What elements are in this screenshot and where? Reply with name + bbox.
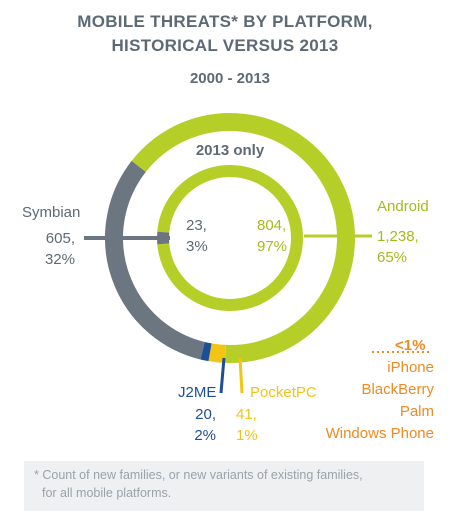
- inner-android-value-label: 804,: [257, 217, 287, 234]
- android-name-label: Android: [377, 198, 429, 215]
- symbian-name-label: Symbian: [22, 204, 81, 221]
- outer-ring-label: 2000 - 2013: [189, 70, 271, 87]
- outer-ring: [105, 113, 355, 363]
- j2me-name-label: J2ME: [178, 384, 217, 401]
- j2me-value-label: 20,: [195, 406, 216, 423]
- outer-ring-segment-j2me: [200, 341, 212, 362]
- leader-lines: [84, 234, 430, 394]
- symbian-pct-label: 32%: [44, 251, 75, 268]
- chart-title-line-2: HISTORICAL VERSUS 2013: [111, 36, 339, 55]
- pocketpc-leader-line: [238, 357, 244, 394]
- pocketpc-name-label: PocketPC: [250, 384, 317, 401]
- symbian-value-label: 605,: [45, 230, 75, 247]
- outer-ring-segment-android: [131, 113, 355, 363]
- inner-android-pct-label: 97%: [257, 238, 288, 255]
- outer-ring-segment-pocketpc: [208, 343, 227, 363]
- footnote-background: [24, 461, 424, 511]
- footnote-line-2: for all mobile platforms.: [42, 486, 172, 500]
- j2me-pct-label: 2%: [194, 427, 216, 444]
- chart-title-line-1: MOBILE THREATS* BY PLATFORM,: [77, 12, 373, 31]
- pocketpc-pct-label: 1%: [236, 427, 258, 444]
- inner-ring-segment-android: [157, 165, 303, 311]
- pocketpc-value-label: 41,: [236, 406, 257, 423]
- other-platforms-header: <1%: [395, 337, 426, 354]
- other-platform-blackberry: BlackBerry: [361, 381, 434, 398]
- inner-symbian-value-label: 23,: [186, 217, 207, 234]
- outer-ring-segment-symbian: [105, 160, 205, 360]
- android-value-label: 1,238,: [377, 228, 419, 245]
- other-platform-windows-phone: Windows Phone: [325, 425, 434, 442]
- other-platform-palm: Palm: [399, 403, 434, 420]
- android-pct-label: 65%: [377, 249, 408, 266]
- inner-ring-label: 2013 only: [195, 142, 265, 159]
- other-platform-iphone: iPhone: [387, 359, 434, 376]
- footnote-line-1: * Count of new families, or new variants…: [34, 468, 363, 482]
- footnote: * Count of new families, or new variants…: [34, 466, 414, 502]
- j2me-leader-line: [219, 357, 226, 394]
- inner-symbian-pct-label: 3%: [186, 238, 208, 255]
